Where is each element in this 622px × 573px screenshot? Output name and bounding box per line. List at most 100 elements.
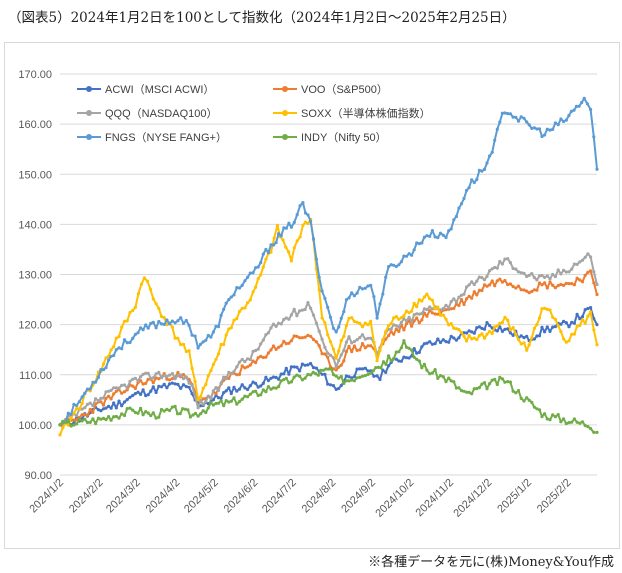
data-point	[441, 233, 445, 237]
data-point	[206, 374, 210, 378]
data-point	[331, 326, 335, 330]
data-point	[477, 386, 481, 390]
data-point	[209, 335, 213, 339]
data-point	[139, 326, 143, 330]
data-point	[300, 362, 304, 366]
data-point	[292, 375, 296, 379]
data-point	[136, 379, 140, 383]
data-point	[470, 337, 474, 341]
chart-frame: 90.00 100.00 110.00 120.00 130.00 140.00 150.0…	[4, 42, 620, 549]
data-point	[551, 272, 555, 277]
data-point	[532, 337, 537, 341]
data-point	[168, 378, 172, 382]
data-point	[412, 301, 416, 305]
data-point	[227, 298, 231, 302]
data-point	[243, 394, 247, 398]
data-point	[556, 413, 560, 417]
data-point	[80, 413, 84, 417]
data-point	[256, 393, 260, 398]
data-point	[237, 372, 242, 376]
data-point	[246, 301, 250, 305]
data-point	[141, 388, 145, 392]
legend-marker	[282, 86, 288, 92]
data-point	[350, 378, 354, 382]
data-point	[232, 293, 236, 297]
data-point	[303, 307, 307, 312]
data-point	[154, 390, 158, 395]
data-point	[425, 341, 429, 345]
data-point	[168, 373, 172, 377]
data-point	[176, 370, 180, 375]
data-point	[381, 339, 385, 343]
data-point	[300, 336, 304, 340]
y-tick-label: 110.00	[19, 370, 52, 382]
data-point	[125, 398, 129, 402]
data-point	[227, 400, 231, 404]
data-point	[99, 417, 103, 421]
data-point	[516, 389, 521, 393]
data-point	[514, 267, 518, 271]
data-point	[342, 359, 346, 363]
data-point	[389, 359, 393, 363]
data-point	[309, 334, 313, 338]
data-point	[314, 372, 318, 376]
data-point	[535, 407, 539, 411]
data-point	[254, 361, 258, 365]
data-point	[482, 278, 487, 282]
data-point	[358, 375, 362, 379]
data-point	[266, 331, 270, 335]
data-point	[511, 115, 515, 119]
data-point	[243, 366, 247, 370]
data-point	[328, 315, 333, 319]
data-point	[369, 371, 373, 375]
data-point	[261, 388, 265, 392]
data-point	[347, 379, 351, 383]
data-point	[500, 111, 504, 115]
data-point	[342, 310, 346, 314]
data-point	[314, 366, 318, 370]
data-point	[428, 309, 432, 313]
data-point	[467, 334, 471, 338]
data-point	[235, 317, 239, 321]
data-point	[387, 354, 391, 358]
data-point	[206, 406, 210, 410]
data-point	[277, 385, 281, 389]
data-point	[256, 356, 260, 360]
data-point	[72, 418, 76, 422]
data-point	[381, 292, 385, 296]
data-point	[104, 406, 108, 410]
data-point	[190, 333, 194, 337]
data-point	[292, 307, 296, 311]
data-point	[567, 282, 571, 286]
data-point	[459, 202, 464, 206]
data-point	[516, 337, 521, 342]
data-point	[101, 416, 106, 420]
data-point	[363, 286, 367, 290]
data-point	[580, 315, 585, 319]
data-point	[404, 356, 409, 360]
data-point	[251, 290, 255, 294]
legend-label: SOXX（半導体株価指数）	[301, 106, 431, 120]
data-point	[101, 403, 106, 407]
data-point	[397, 359, 401, 363]
data-point	[543, 281, 547, 285]
data-point	[287, 317, 291, 321]
data-point	[271, 375, 276, 379]
data-point	[311, 313, 316, 317]
data-point	[511, 284, 515, 289]
data-point	[436, 337, 440, 341]
data-point	[363, 337, 367, 341]
data-point	[562, 268, 566, 272]
data-point	[292, 365, 296, 369]
data-point	[553, 286, 558, 290]
data-point	[519, 271, 523, 275]
data-point	[91, 417, 95, 421]
data-point	[441, 307, 445, 311]
data-point	[482, 327, 487, 331]
data-point	[575, 276, 579, 280]
data-point	[553, 317, 558, 321]
data-point	[500, 320, 504, 325]
data-point	[397, 263, 401, 267]
y-tick-label: 160.00	[18, 119, 52, 131]
data-point	[525, 348, 529, 352]
